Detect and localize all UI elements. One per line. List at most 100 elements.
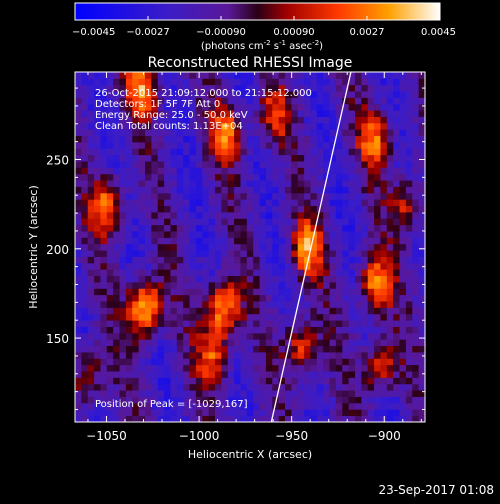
- heatmap-cell: [170, 84, 178, 92]
- heatmap-cell: [87, 161, 95, 168]
- heatmap-cell: [323, 275, 330, 283]
- heatmap-cell: [125, 326, 133, 334]
- heatmap-cell: [221, 161, 229, 168]
- heatmap-cell: [215, 307, 222, 315]
- heatmap-cell: [125, 161, 133, 168]
- heatmap-cell: [132, 352, 140, 359]
- heatmap-cell: [138, 154, 146, 162]
- heatmap-cell: [125, 122, 133, 130]
- heatmap-cell: [272, 275, 280, 283]
- heatmap-cell: [145, 167, 152, 175]
- heatmap-cell: [106, 371, 114, 378]
- heatmap-cell: [265, 110, 273, 117]
- heatmap-cell: [176, 282, 184, 289]
- heatmap-cell: [323, 282, 330, 289]
- heatmap-cell: [164, 180, 171, 187]
- heatmap-cell: [265, 396, 273, 404]
- heatmap-cell: [246, 78, 254, 86]
- heatmap-cell: [316, 262, 324, 270]
- heatmap-cell: [164, 161, 171, 168]
- heatmap-cell: [151, 199, 159, 207]
- heatmap-cell: [75, 390, 82, 397]
- heatmap-cell: [323, 243, 330, 251]
- heatmap-cell: [100, 415, 108, 422]
- heatmap-cell: [202, 167, 210, 175]
- heatmap-cell: [418, 180, 425, 187]
- heatmap-cell: [240, 409, 248, 417]
- heatmap-cell: [259, 224, 267, 232]
- heatmap-cell: [386, 371, 394, 378]
- heatmap-cell: [393, 243, 400, 251]
- heatmap-cell: [374, 205, 381, 213]
- solar-limb-line: [270, 72, 352, 422]
- heatmap-cell: [138, 275, 146, 283]
- heatmap-cell: [278, 103, 286, 111]
- heatmap-cell: [106, 199, 114, 207]
- heatmap-cell: [227, 301, 235, 308]
- heatmap-cell: [265, 415, 273, 422]
- heatmap-cell: [145, 72, 152, 79]
- heatmap-cell: [119, 243, 127, 251]
- heatmap-cell: [393, 326, 400, 334]
- heatmap-cell: [100, 313, 108, 321]
- heatmap-cell: [361, 332, 369, 340]
- heatmap-cell: [355, 161, 362, 168]
- heatmap-cell: [113, 180, 120, 187]
- heatmap-cell: [412, 332, 420, 340]
- heatmap-cell: [253, 250, 260, 257]
- heatmap-cell: [272, 409, 280, 417]
- heatmap-cell: [151, 243, 159, 251]
- heatmap-cell: [265, 97, 273, 105]
- heatmap-cell: [183, 103, 190, 111]
- heatmap-cell: [157, 148, 165, 156]
- heatmap-cell: [227, 110, 235, 117]
- heatmap-cell: [157, 161, 165, 168]
- heatmap-cell: [132, 72, 140, 79]
- heatmap-cell: [304, 110, 311, 117]
- heatmap-cell: [94, 415, 101, 422]
- heatmap-cell: [183, 409, 190, 417]
- heatmap-cell: [316, 282, 324, 289]
- heatmap-cell: [215, 154, 222, 162]
- heatmap-cell: [291, 186, 299, 194]
- heatmap-cell: [361, 352, 369, 359]
- heatmap-cell: [348, 288, 356, 296]
- heatmap-cell: [227, 167, 235, 175]
- y-tick-label: 200: [46, 243, 69, 257]
- heatmap-cell: [195, 103, 203, 111]
- heatmap-cell: [342, 161, 350, 168]
- heatmap-cell: [259, 218, 267, 226]
- heatmap-cell: [94, 110, 101, 117]
- heatmap-cell: [106, 262, 114, 270]
- heatmap-cell: [342, 307, 350, 315]
- heatmap-cell: [335, 142, 343, 149]
- heatmap-cell: [94, 326, 101, 334]
- heatmap-cell: [75, 186, 82, 194]
- heatmap-cell: [259, 192, 267, 200]
- heatmap-cell: [234, 402, 241, 410]
- heatmap-cell: [202, 161, 210, 168]
- heatmap-cell: [272, 383, 280, 391]
- heatmap-cell: [323, 116, 330, 124]
- heatmap-cell: [227, 212, 235, 219]
- heatmap-cell: [221, 282, 229, 289]
- heatmap-cell: [176, 97, 184, 105]
- heatmap-cell: [240, 192, 248, 200]
- heatmap-cell: [189, 199, 197, 207]
- heatmap-cell: [100, 142, 108, 149]
- heatmap-cell: [253, 313, 260, 321]
- heatmap-cell: [94, 352, 101, 359]
- x-tick-label: −1050: [86, 429, 127, 443]
- heatmap-cell: [176, 402, 184, 410]
- heatmap-cell: [234, 383, 241, 391]
- heatmap-cell: [297, 212, 305, 219]
- heatmap-cell: [164, 122, 171, 130]
- heatmap-cell: [170, 250, 178, 257]
- heatmap-cell: [310, 307, 318, 315]
- heatmap-cell: [208, 224, 216, 232]
- heatmap-cell: [335, 192, 343, 200]
- heatmap-cell: [361, 116, 369, 124]
- heatmap-cell: [297, 339, 305, 347]
- heatmap-cell: [75, 415, 82, 422]
- heatmap-cell: [221, 129, 229, 137]
